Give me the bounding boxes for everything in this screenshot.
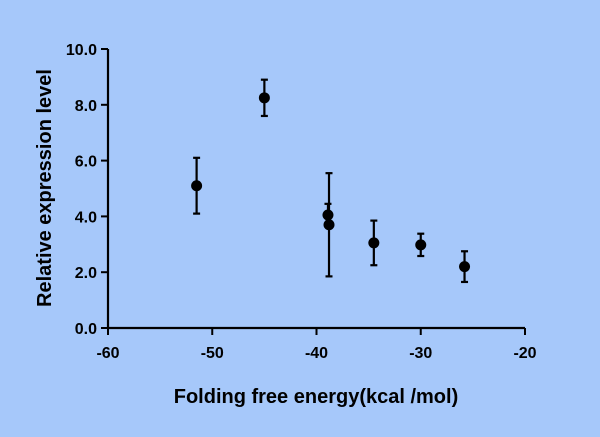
x-tick-label: -50 xyxy=(201,345,224,362)
y-axis: 0.0 2.0 4.0 6.0 8.0 10.0 xyxy=(66,42,110,338)
data-point xyxy=(191,180,203,192)
data-point xyxy=(459,261,471,273)
y-tick-label: 6.0 xyxy=(75,154,97,171)
x-tick-label: -20 xyxy=(513,345,536,362)
x-tick-label: -40 xyxy=(305,345,328,362)
x-axis: -60 -50 -40 -30 -20 xyxy=(96,326,537,362)
y-tick-label: 4.0 xyxy=(75,209,97,226)
data-point xyxy=(415,239,427,251)
y-axis-title: Relative expression level xyxy=(34,69,56,307)
x-axis-title: Folding free energy(kcal /mol) xyxy=(174,386,459,408)
y-tick-label: 0.0 xyxy=(75,321,97,338)
data-points xyxy=(191,78,471,284)
data-point xyxy=(323,219,335,231)
data-point xyxy=(368,237,380,249)
x-tick-label: -30 xyxy=(409,345,432,362)
data-point xyxy=(258,92,270,104)
y-tick-label: 8.0 xyxy=(75,98,97,115)
y-tick-label: 2.0 xyxy=(75,265,97,282)
x-tick-label: -60 xyxy=(96,345,119,362)
y-tick-label: 10.0 xyxy=(66,42,97,59)
